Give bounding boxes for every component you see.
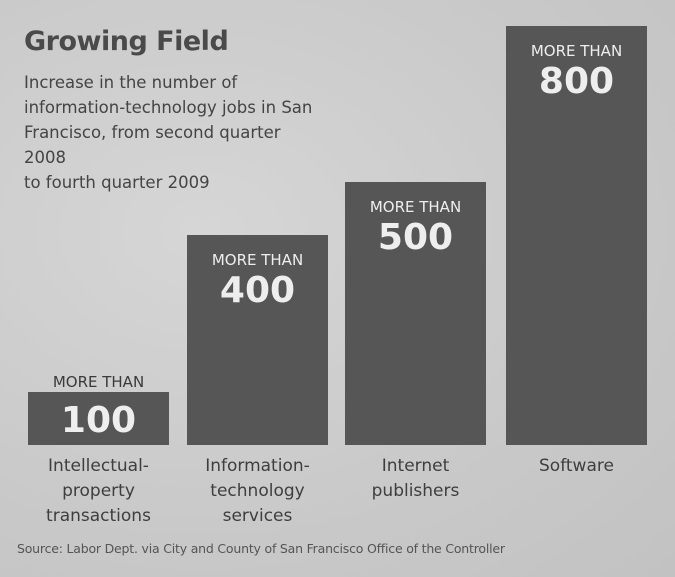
bar-value-label: 500 bbox=[378, 217, 453, 258]
bar-group: MORE THAN 100 Intellectual-property transac… bbox=[28, 373, 169, 526]
subtitle-line: information-technology jobs in San bbox=[24, 98, 313, 117]
bar bbox=[345, 182, 486, 445]
bar-value-label: 100 bbox=[61, 400, 136, 441]
category-label: Software bbox=[539, 456, 614, 476]
bar-prefix-label: MORE THAN bbox=[531, 42, 622, 60]
category-label: publishers bbox=[372, 481, 460, 501]
bar-value-label: 400 bbox=[220, 270, 295, 311]
chart-title: Growing Field bbox=[24, 26, 229, 57]
bar-prefix-label: MORE THAN bbox=[212, 251, 303, 269]
bar bbox=[506, 26, 647, 445]
category-label: Information- bbox=[205, 456, 310, 476]
subtitle-line: Increase in the number of bbox=[24, 73, 238, 92]
bar-prefix-label: MORE THAN bbox=[53, 373, 144, 391]
bar-prefix-label: MORE THAN bbox=[370, 198, 461, 216]
category-label: Intellectual- bbox=[48, 456, 149, 476]
category-label: Internet bbox=[382, 456, 450, 476]
bar-value-label: 800 bbox=[539, 61, 614, 102]
chart-subtitle: Increase in the number of information-te… bbox=[24, 70, 324, 195]
subtitle-line: to fourth quarter 2009 bbox=[24, 173, 210, 192]
category-label: services bbox=[223, 506, 293, 526]
subtitle-line: Francisco, from second quarter 2008 bbox=[24, 123, 281, 167]
category-label: property bbox=[62, 481, 135, 501]
chart-source: Source: Labor Dept. via City and County … bbox=[17, 541, 505, 556]
category-label: transactions bbox=[46, 506, 151, 526]
bar bbox=[187, 235, 328, 445]
category-label: technology bbox=[210, 481, 304, 501]
bar bbox=[28, 392, 169, 445]
